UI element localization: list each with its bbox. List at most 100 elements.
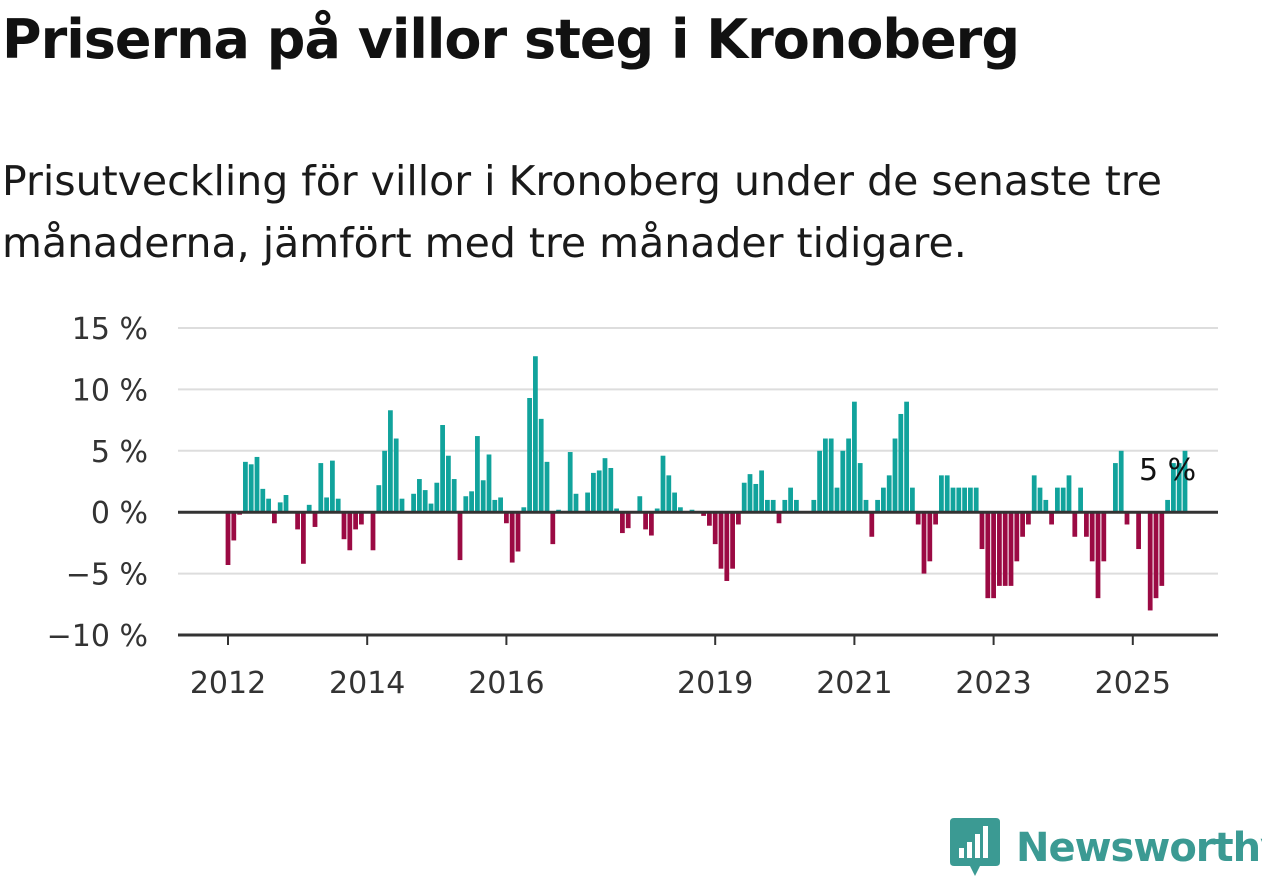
bar	[1095, 512, 1101, 599]
x-tick-label: 2012	[190, 666, 266, 701]
bar	[1002, 512, 1008, 586]
bar	[1176, 463, 1182, 513]
bar	[666, 475, 672, 513]
bar	[353, 512, 358, 530]
bar	[950, 487, 956, 513]
bar	[480, 480, 486, 513]
bar	[788, 487, 793, 513]
bar	[794, 499, 799, 513]
bar	[1026, 512, 1031, 525]
bar	[231, 512, 237, 541]
bar	[538, 418, 544, 513]
bar	[933, 512, 938, 525]
bar	[869, 512, 875, 537]
bar	[260, 488, 266, 513]
bar	[863, 499, 869, 513]
bar	[1078, 487, 1083, 513]
bar	[475, 436, 480, 513]
bar	[515, 512, 521, 552]
bar	[1072, 512, 1078, 537]
y-tick-label: 10 %	[72, 373, 148, 408]
bar	[886, 475, 892, 513]
bar	[341, 512, 347, 540]
bar	[765, 499, 770, 513]
bar	[295, 512, 300, 530]
bar	[973, 487, 979, 513]
y-tick-label: 15 %	[72, 312, 148, 347]
bar	[1153, 512, 1159, 599]
bar	[747, 474, 753, 513]
y-tick-label: 0 %	[91, 496, 148, 531]
bar	[1159, 512, 1165, 586]
bar	[248, 464, 254, 513]
y-tick-label: −10 %	[47, 619, 148, 654]
bar	[254, 456, 260, 513]
bar	[840, 450, 846, 513]
bar	[504, 512, 509, 524]
bar	[823, 438, 828, 513]
bar	[892, 438, 898, 513]
bar	[1124, 512, 1130, 525]
bar	[927, 512, 933, 562]
brand-name: Newsworthy	[1016, 825, 1262, 871]
bar	[1020, 512, 1025, 537]
bar	[857, 463, 863, 513]
newsworthy-logo-icon	[950, 818, 1000, 876]
bar	[985, 512, 991, 599]
bar-chart: 15 % 10 % 5 % 0 % −5 % −10 % 2012 2014 2016 2019 2…	[47, 312, 1218, 701]
tick-labels: 15 % 10 % 5 % 0 % −5 % −10 % 2012 2014 2016 2019 2…	[47, 312, 1197, 701]
bar	[881, 487, 886, 513]
x-tick-label: 2019	[677, 666, 753, 701]
bar	[1008, 512, 1014, 586]
x-tick-label: 2025	[1095, 666, 1171, 701]
bar	[550, 512, 556, 545]
bar	[533, 356, 538, 513]
bar	[776, 512, 782, 524]
bar	[614, 508, 619, 513]
bar	[1060, 487, 1066, 513]
bar	[1031, 475, 1037, 513]
bar	[712, 512, 718, 545]
bar	[625, 512, 631, 529]
bar	[492, 499, 498, 513]
bar	[318, 463, 324, 513]
bar	[440, 425, 445, 513]
bar	[1182, 450, 1188, 513]
bar	[422, 490, 428, 513]
bar	[306, 504, 312, 513]
bar	[811, 499, 817, 513]
bar	[602, 458, 608, 513]
bar	[898, 413, 904, 513]
bar	[1049, 512, 1054, 525]
bar	[730, 512, 735, 569]
bar	[469, 491, 474, 513]
bar	[451, 479, 457, 513]
bar	[1037, 487, 1043, 513]
bar	[225, 512, 231, 565]
axes	[178, 510, 1218, 645]
bar	[399, 498, 405, 513]
bar	[393, 438, 399, 513]
bar	[527, 398, 532, 513]
bar	[428, 503, 434, 513]
bar	[1084, 512, 1089, 537]
x-tick-label: 2023	[955, 666, 1031, 701]
bar	[701, 512, 706, 516]
bar	[968, 487, 973, 513]
bar	[283, 495, 289, 513]
bar	[770, 499, 776, 513]
bar	[962, 487, 967, 513]
bar	[1066, 475, 1072, 513]
bar	[417, 479, 422, 513]
bar	[608, 467, 614, 513]
bar	[324, 497, 329, 513]
bar	[834, 487, 840, 513]
bar	[434, 482, 440, 513]
bar	[741, 482, 747, 513]
bar	[1113, 463, 1118, 513]
bar	[956, 487, 962, 513]
bar	[637, 496, 643, 513]
bar	[979, 512, 985, 550]
bar	[678, 507, 683, 513]
bar	[330, 460, 335, 513]
